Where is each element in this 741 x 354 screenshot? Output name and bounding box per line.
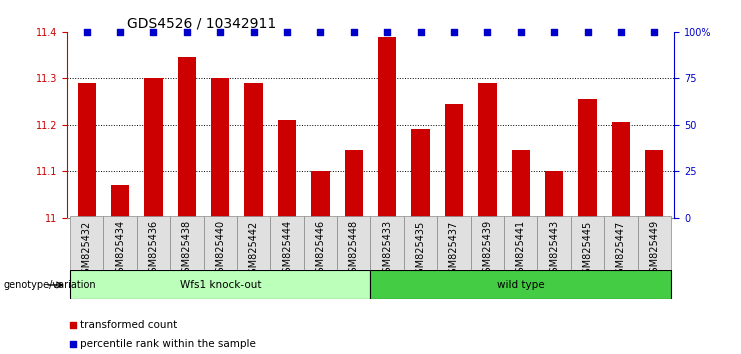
Text: GSM825444: GSM825444 — [282, 220, 292, 279]
Bar — [378, 36, 396, 218]
Bar — [245, 83, 263, 218]
FancyBboxPatch shape — [571, 216, 604, 271]
Point — [515, 29, 527, 35]
Text: GSM825445: GSM825445 — [582, 220, 593, 280]
Bar — [511, 150, 530, 218]
Text: GSM825436: GSM825436 — [148, 220, 159, 279]
Bar — [478, 83, 496, 218]
Point — [214, 29, 226, 35]
Text: GSM825437: GSM825437 — [449, 220, 459, 280]
Point — [420, 98, 432, 104]
FancyBboxPatch shape — [137, 216, 170, 271]
Point — [648, 29, 660, 35]
Point — [415, 29, 427, 35]
Text: GSM825449: GSM825449 — [649, 220, 659, 279]
FancyBboxPatch shape — [237, 216, 270, 271]
FancyBboxPatch shape — [270, 216, 304, 271]
Text: transformed count: transformed count — [80, 320, 177, 330]
FancyBboxPatch shape — [404, 216, 437, 271]
Text: Wfs1 knock-out: Wfs1 knock-out — [179, 280, 261, 290]
Point — [348, 29, 359, 35]
Point — [314, 29, 326, 35]
Point — [382, 29, 393, 35]
Point — [114, 29, 126, 35]
Point — [448, 29, 460, 35]
Bar — [78, 83, 96, 218]
Point — [81, 29, 93, 35]
Point — [181, 29, 193, 35]
Bar — [345, 150, 363, 218]
Text: GSM825434: GSM825434 — [115, 220, 125, 279]
Bar — [645, 150, 663, 218]
Text: GSM825442: GSM825442 — [249, 220, 259, 280]
FancyBboxPatch shape — [471, 216, 504, 271]
FancyBboxPatch shape — [637, 216, 671, 271]
FancyBboxPatch shape — [437, 216, 471, 271]
Bar — [111, 185, 129, 218]
Point — [482, 29, 494, 35]
Bar — [278, 120, 296, 218]
Bar — [578, 99, 597, 218]
FancyBboxPatch shape — [370, 270, 671, 299]
FancyBboxPatch shape — [70, 270, 370, 299]
Text: GDS4526 / 10342911: GDS4526 / 10342911 — [127, 17, 276, 31]
Text: GSM825439: GSM825439 — [482, 220, 492, 279]
FancyBboxPatch shape — [604, 216, 637, 271]
Point — [247, 29, 259, 35]
Text: wild type: wild type — [497, 280, 545, 290]
Text: GSM825446: GSM825446 — [316, 220, 325, 279]
FancyBboxPatch shape — [70, 216, 104, 271]
Text: GSM825441: GSM825441 — [516, 220, 525, 279]
Bar — [178, 57, 196, 218]
Point — [548, 29, 560, 35]
Text: GSM825433: GSM825433 — [382, 220, 392, 279]
Bar — [445, 104, 463, 218]
Text: GSM825448: GSM825448 — [349, 220, 359, 279]
Bar — [612, 122, 630, 218]
FancyBboxPatch shape — [370, 216, 404, 271]
Bar — [144, 78, 163, 218]
Bar — [545, 171, 563, 218]
FancyBboxPatch shape — [170, 216, 204, 271]
FancyBboxPatch shape — [104, 216, 137, 271]
Bar — [211, 78, 230, 218]
FancyBboxPatch shape — [204, 216, 237, 271]
FancyBboxPatch shape — [504, 216, 537, 271]
Bar — [411, 130, 430, 218]
Point — [582, 29, 594, 35]
Text: GSM825443: GSM825443 — [549, 220, 559, 279]
Text: GSM825438: GSM825438 — [182, 220, 192, 279]
Text: GSM825440: GSM825440 — [216, 220, 225, 279]
Point — [615, 29, 627, 35]
Text: GSM825447: GSM825447 — [616, 220, 626, 280]
Point — [147, 29, 159, 35]
Text: genotype/variation: genotype/variation — [4, 280, 96, 290]
Text: GSM825432: GSM825432 — [82, 220, 92, 280]
FancyBboxPatch shape — [304, 216, 337, 271]
FancyBboxPatch shape — [537, 216, 571, 271]
Bar — [311, 171, 330, 218]
Point — [420, 272, 432, 278]
FancyBboxPatch shape — [337, 216, 370, 271]
Text: percentile rank within the sample: percentile rank within the sample — [80, 339, 256, 349]
Text: GSM825435: GSM825435 — [416, 220, 425, 280]
Point — [281, 29, 293, 35]
